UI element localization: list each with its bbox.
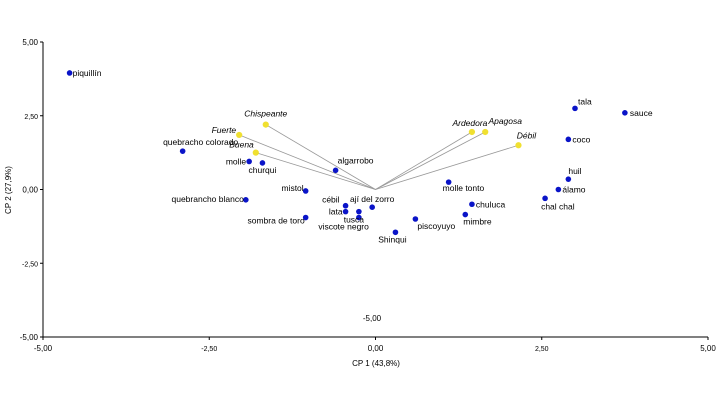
vector-label: Débil (517, 130, 537, 140)
data-point (243, 197, 249, 203)
data-point (412, 216, 419, 222)
vector-label: Ardedora (451, 118, 487, 128)
vector-label: Buena (229, 140, 254, 150)
point-label: molle (226, 156, 247, 166)
x-tick-label: -2,50 (201, 346, 217, 353)
tick-labels: -5,00 -2,50 0,00 2,50 5,00 5,00 2,50 0,00 -2,50 -… (20, 38, 717, 353)
point-label: chal chal (541, 201, 575, 211)
point-label: tala (578, 96, 592, 106)
point-label: sauce (630, 108, 653, 118)
data-point (392, 229, 399, 236)
point-label: huil (568, 166, 581, 176)
point-label: quebracho colorado (163, 137, 238, 147)
point-label: mimbre (463, 217, 492, 227)
vector-label: Fuerte (212, 125, 237, 135)
point-label: coco (572, 134, 590, 144)
data-point (542, 195, 548, 202)
data-point (342, 208, 349, 215)
vector-label: Chispeante (244, 109, 287, 119)
vector-line (375, 131, 473, 190)
x-tick-label: 0,00 (368, 344, 384, 353)
data-point (445, 179, 452, 185)
y-tick-label: 5,00 (22, 38, 38, 47)
data-point (66, 70, 73, 76)
data-point (302, 188, 309, 194)
vector-point (515, 142, 522, 149)
vector-line (255, 152, 376, 190)
data-point (469, 201, 475, 208)
point-label: tusca (344, 215, 365, 225)
point-label: cébil (322, 195, 340, 205)
y-tick-label: 2,50 (24, 114, 38, 121)
point-label: mistol (281, 183, 303, 193)
vector-label: Apagosa (487, 116, 522, 126)
data-point (462, 211, 469, 218)
point-label: quebrancho blanco (172, 194, 245, 204)
vector-point (236, 131, 243, 139)
vector-line (375, 131, 486, 190)
vectors: Chispeante Fuerte Buena Ardedora Apagosa Débi… (212, 109, 537, 190)
point-label: ají del zorro (350, 194, 395, 204)
data-point (565, 176, 572, 182)
point-label: chuluca (476, 199, 506, 209)
center-annotation: -5,00 (363, 314, 382, 323)
data-point (302, 214, 309, 221)
x-axis-title: CP 1 (43,8%) (352, 359, 400, 368)
vector-point (468, 128, 476, 136)
data-point (555, 186, 562, 193)
axes (40, 41, 709, 340)
data-point (565, 136, 572, 143)
vector-point (252, 149, 259, 156)
point-label: álamo (562, 185, 585, 195)
data-point (179, 148, 186, 154)
point-label: piquillín (73, 68, 102, 78)
data-point (246, 158, 252, 165)
data-point (342, 202, 349, 209)
y-tick-label: -5,00 (20, 333, 39, 342)
vector-line (375, 144, 519, 190)
y-axis-title: CP 2 (27,9%) (4, 166, 13, 214)
data-point (259, 160, 266, 166)
x-tick-label: 5,00 (700, 344, 716, 353)
point-label: churqui (249, 165, 277, 175)
point-label: viscote negro (318, 222, 369, 232)
point-label: lata (329, 207, 343, 217)
y-tick-label: 0,00 (22, 186, 38, 195)
data-point (369, 204, 375, 210)
x-tick-label: -5,00 (34, 344, 53, 353)
point-label: algarrobo (338, 155, 374, 165)
data-point (356, 208, 362, 215)
point-label: Shinqui (378, 234, 406, 244)
vector-line (239, 134, 376, 190)
vector-point (482, 128, 489, 136)
point-label: molle tonto (443, 183, 485, 193)
data-point (332, 167, 339, 174)
point-label: sombra de toro (248, 216, 305, 226)
x-tick-label: 2,50 (535, 346, 549, 353)
point-label: piscoyuyo (417, 221, 455, 231)
data-point (572, 105, 578, 112)
y-tick-label: -2,50 (22, 261, 38, 268)
data-point (356, 214, 362, 221)
vector-point (262, 121, 269, 128)
data-point (622, 110, 628, 116)
vector-line (265, 124, 376, 190)
